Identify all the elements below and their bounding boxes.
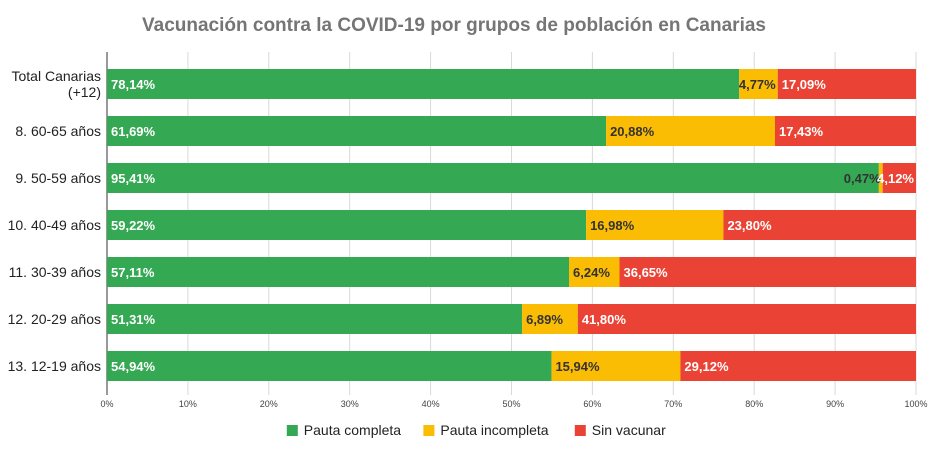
- bar-segment: [522, 304, 578, 334]
- data-label: 78,14%: [111, 77, 156, 92]
- bar-segment: [774, 116, 916, 146]
- bar-segment: [107, 351, 552, 381]
- x-axis-tick-labels: 0% 10% 20% 30% 40% 50% 60% 70% 80% 90% 100%: [100, 399, 927, 409]
- x-tick-label: 50%: [502, 399, 520, 409]
- category-label: 12. 20-29 años: [8, 311, 101, 327]
- data-label: 16,98%: [590, 218, 635, 233]
- category-label: 11. 30-39 años: [9, 264, 101, 280]
- data-label: 41,80%: [582, 312, 627, 327]
- bar-segment: [569, 257, 620, 287]
- bar-segment: [777, 69, 916, 99]
- category-label: 9. 50-59 años: [15, 170, 101, 186]
- x-tick-label: 70%: [664, 399, 682, 409]
- legend-label: Pauta incompleta: [440, 422, 548, 438]
- legend: Pauta completa Pauta incompleta Sin vacuna…: [286, 422, 666, 438]
- data-label: 17,43%: [779, 124, 824, 139]
- category-label: 8. 60-65 años: [15, 123, 101, 139]
- bar-segment: [107, 304, 523, 334]
- data-label: 29,12%: [684, 359, 729, 374]
- bar-segment: [586, 210, 724, 240]
- category-label: 13. 12-19 años: [8, 358, 101, 374]
- bar-segment: [107, 69, 740, 99]
- data-label: 54,94%: [111, 359, 156, 374]
- bar-segment: [107, 210, 587, 240]
- bar-segment: [107, 116, 607, 146]
- x-tick-label: 60%: [583, 399, 601, 409]
- bar-segment: [619, 257, 916, 287]
- data-label: 0,47%: [844, 171, 881, 186]
- data-label: 95,41%: [111, 171, 156, 186]
- x-tick-label: 90%: [826, 399, 844, 409]
- bar-segment: [680, 351, 916, 381]
- bar-segment: [882, 163, 916, 193]
- bar-segment: [107, 257, 570, 287]
- data-label: 61,69%: [111, 124, 156, 139]
- data-label: 6,24%: [573, 265, 610, 280]
- x-tick-label: 80%: [745, 399, 763, 409]
- bar-segment: [606, 116, 775, 146]
- data-label: 17,09%: [782, 77, 827, 92]
- data-label: 4,12%: [877, 171, 914, 186]
- bar-segment: [878, 163, 883, 193]
- bars: 78,14% 4,77% 17,09% 61,69% 20,88% 17,43% 95,41…: [107, 69, 916, 381]
- legend-label: Sin vacunar: [592, 422, 666, 438]
- category-label: 10. 40-49 años: [8, 217, 101, 233]
- legend-label: Pauta completa: [304, 422, 401, 438]
- x-tick-label: 30%: [341, 399, 359, 409]
- data-label: 20,88%: [610, 124, 655, 139]
- x-tick-label: 0%: [100, 399, 113, 409]
- category-label: Total Canarias: [12, 68, 102, 84]
- data-label: 57,11%: [111, 265, 155, 280]
- chart-title: Vacunación contra la COVID-19 por grupos…: [142, 15, 766, 36]
- bar-segment: [577, 304, 916, 334]
- legend-swatch: [574, 425, 586, 436]
- category-labels: Total Canarias(+12) 8. 60-65 años 9. 50-59…: [8, 68, 101, 374]
- data-label: 6,89%: [526, 312, 563, 327]
- x-tick-label: 10%: [179, 399, 197, 409]
- legend-swatch: [286, 425, 298, 436]
- x-tick-label: 100%: [904, 399, 927, 409]
- data-label: 4,77%: [739, 77, 776, 92]
- data-label: 15,94%: [555, 359, 600, 374]
- x-tick-label: 20%: [260, 399, 278, 409]
- data-label: 23,80%: [727, 218, 772, 233]
- category-label: (+12): [68, 84, 101, 100]
- bar-segment: [107, 163, 879, 193]
- bar-segment: [739, 69, 778, 99]
- data-label: 59,22%: [111, 218, 156, 233]
- data-label: 36,65%: [624, 265, 669, 280]
- data-label: 51,31%: [111, 312, 156, 327]
- bar-segment: [551, 351, 681, 381]
- x-tick-label: 40%: [422, 399, 440, 409]
- legend-swatch: [423, 425, 435, 436]
- bar-segment: [723, 210, 916, 240]
